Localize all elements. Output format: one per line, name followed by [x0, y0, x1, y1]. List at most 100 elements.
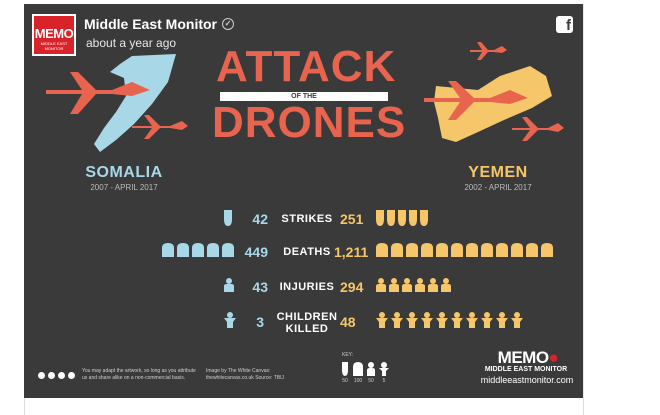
page-name[interactable]: Middle East Monitor ✓ [84, 16, 234, 32]
brand-dot-icon: ● [548, 348, 559, 367]
stat-row-injuries: 43 INJURIES 294 [24, 276, 584, 300]
yemen-period: 2002 - APRIL 2017 [464, 183, 532, 192]
injured-person-icon [224, 278, 234, 292]
license-text: You may adapt the artwork, so long as yo… [82, 368, 196, 381]
brand-logo: MEMO● [488, 348, 568, 368]
credit-text: Image by The White Canvas: thewhitecanva… [206, 368, 285, 381]
tombstone-icon [207, 243, 219, 257]
bomb-icon [398, 210, 406, 226]
strikes-label: STRIKES [281, 213, 333, 225]
facebook-post-card: MEMO MIDDLE EAST MONITOR Middle East Mon… [24, 4, 584, 412]
key-value: 50 [368, 378, 374, 384]
tombstone-icon [222, 243, 234, 257]
tombstone-icon [466, 243, 478, 257]
drone-icon [46, 72, 150, 114]
deaths-yemen-value: 1,211 [334, 244, 369, 260]
drone-icon [132, 115, 188, 139]
tombstone-icon [391, 243, 403, 257]
death-icons-somalia [162, 243, 234, 257]
brand-name: MEMO [497, 348, 549, 367]
child-icon [391, 312, 403, 328]
strikes-somalia-value: 42 [252, 211, 268, 227]
bomb-icon [420, 210, 428, 226]
child-icon [496, 312, 508, 328]
sa-icon [68, 372, 75, 379]
injured-person-icon [415, 278, 425, 292]
child-icon [451, 312, 463, 328]
tombstone-icon [421, 243, 433, 257]
card-border [583, 4, 584, 398]
injured-person-icon [428, 278, 438, 292]
brand-url: middleeastmonitor.com [480, 375, 574, 385]
strike-icons-somalia [224, 210, 232, 226]
child-icon [379, 362, 389, 376]
child-icons-yemen [376, 312, 523, 328]
bomb-icon [224, 210, 232, 226]
check-circle-icon: ✓ [222, 18, 234, 30]
nc-icon [58, 372, 65, 379]
strike-icons-yemen [376, 210, 428, 226]
tombstone-icon [451, 243, 463, 257]
injured-person-icon [441, 278, 451, 292]
bomb-icon [409, 210, 417, 226]
tombstone-icon [541, 243, 553, 257]
child-icon [481, 312, 493, 328]
bomb-icon [376, 210, 384, 226]
tombstone-icon [496, 243, 508, 257]
drone-icon [512, 117, 564, 141]
key-label: KEY: [342, 352, 354, 358]
stat-row-strikes: 42 STRIKES 251 [24, 208, 584, 232]
drone-icon [470, 42, 507, 60]
children-somalia-value: 3 [256, 314, 264, 330]
injury-icons-somalia [224, 278, 234, 292]
key-value: 50 [342, 378, 348, 384]
strikes-yemen-value: 251 [340, 211, 364, 227]
child-icon [376, 312, 388, 328]
key-value: 100 [353, 378, 363, 384]
infographic-title-top: ATTACK [216, 42, 397, 91]
yemen-map [434, 66, 552, 142]
deaths-label: DEATHS [283, 246, 331, 258]
logo-text: MEMO [34, 26, 74, 41]
post-footer-area [24, 398, 584, 415]
injuries-yemen-value: 294 [340, 279, 364, 295]
tombstone-icon [526, 243, 538, 257]
tombstone-icon [177, 243, 189, 257]
child-icon [436, 312, 448, 328]
child-icon [511, 312, 523, 328]
injured-person-icon [389, 278, 399, 292]
tombstone-icon [481, 243, 493, 257]
bomb-icon [387, 210, 395, 226]
page-name-text[interactable]: Middle East Monitor [84, 16, 217, 32]
yemen-label: YEMEN [468, 164, 528, 181]
somalia-period: 2007 - APRIL 2017 [90, 183, 158, 192]
post-timestamp[interactable]: about a year ago [86, 36, 177, 50]
page-avatar-logo[interactable]: MEMO MIDDLE EAST MONITOR [32, 14, 76, 56]
tombstone-icon [376, 243, 388, 257]
brand-subtitle: MIDDLE EAST MONITOR [484, 366, 568, 373]
stat-row-children-killed: 3 CHILDREN KILLED 48 [24, 308, 584, 335]
deaths-somalia-value: 449 [244, 244, 268, 260]
tombstone-icon [353, 362, 363, 376]
cc-icon [38, 372, 45, 379]
child-icons-somalia [224, 312, 236, 328]
injured-person-icon [367, 362, 375, 376]
child-icon [421, 312, 433, 328]
child-icon [406, 312, 418, 328]
child-icon [224, 312, 236, 328]
bomb-icon [342, 362, 348, 376]
injuries-somalia-value: 43 [252, 279, 268, 295]
stat-row-deaths: 449 DEATHS 1,211 [24, 241, 584, 265]
by-icon [48, 372, 55, 379]
facebook-icon[interactable]: f [556, 16, 573, 34]
logo-subtext: MIDDLE EAST MONITOR [40, 41, 68, 51]
tombstone-icon [162, 243, 174, 257]
tombstone-icon [436, 243, 448, 257]
key-icons [340, 362, 389, 376]
key-value: 5 [382, 378, 386, 384]
license-icons [38, 372, 75, 379]
children-yemen-value: 48 [340, 314, 356, 330]
tombstone-icon [406, 243, 418, 257]
injuries-label: INJURIES [279, 281, 335, 293]
children-killed-label: CHILDREN KILLED [276, 311, 338, 335]
